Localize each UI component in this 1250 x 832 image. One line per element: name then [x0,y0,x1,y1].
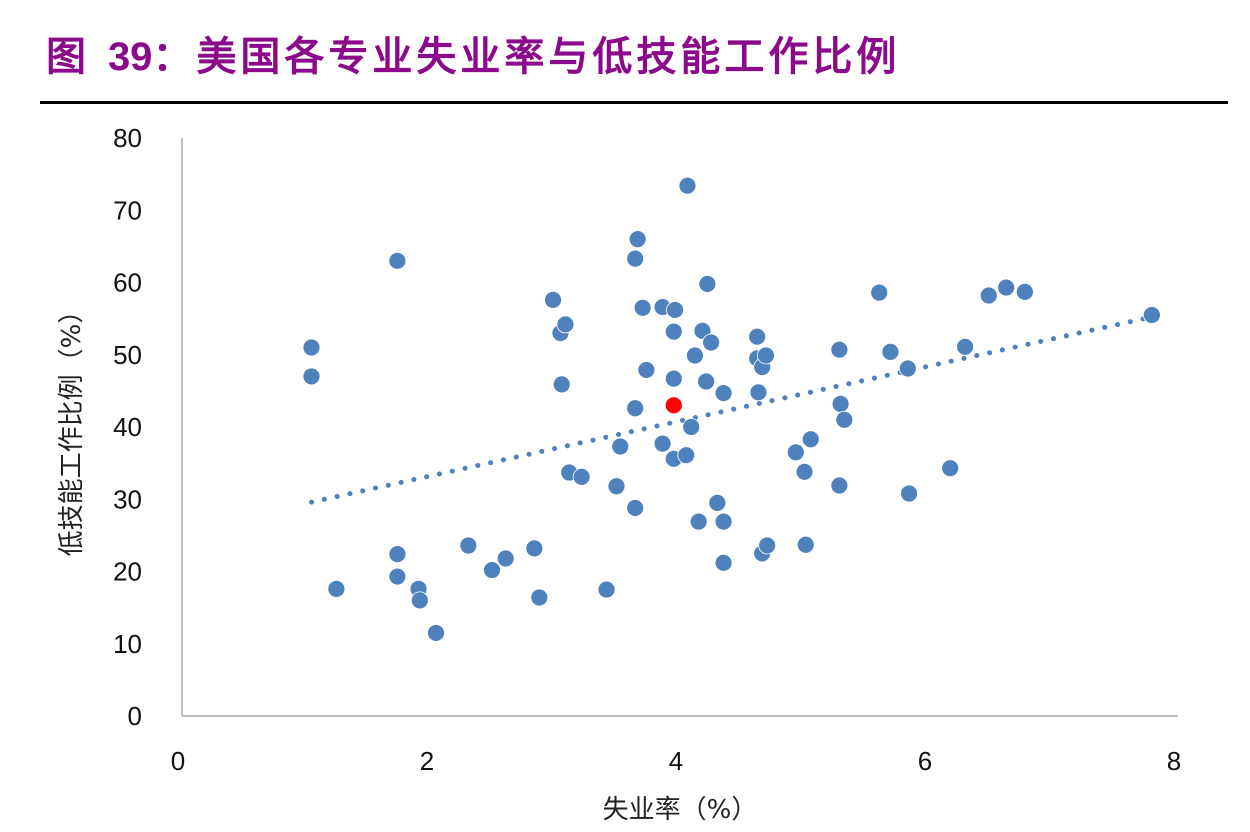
data-point [997,278,1016,297]
data-point [633,298,652,317]
highlighted-point [664,396,683,415]
data-point [941,459,960,478]
data-point [666,301,684,319]
axes: 0 10 20 30 40 50 60 70 80 0 2 4 6 8 [113,123,1181,776]
y-tick-label: 70 [113,195,142,225]
data-point [956,337,975,356]
data-point [870,283,889,302]
data-point [757,346,775,365]
y-tick-label: 40 [113,412,142,442]
data-point [525,539,544,558]
data-point [1015,282,1034,301]
data-point [664,322,683,341]
data-point [689,512,708,531]
data-point [544,290,562,309]
data-point [552,375,571,394]
data-point [708,493,727,512]
data-point [714,384,733,402]
data-point [682,418,701,436]
y-tick-label: 20 [113,557,142,587]
y-tick-label: 0 [128,701,142,731]
data-point [626,399,645,418]
y-tick-label: 10 [113,629,142,659]
data-point [677,446,696,465]
data-point [714,553,733,572]
figure-prefix: 图 [46,33,108,80]
data-point [607,477,626,496]
data-point [795,462,814,481]
data-point [830,340,849,359]
y-tick-label: 80 [113,123,142,153]
data-point [979,286,998,305]
data-point [697,372,716,391]
figure-title: 图 39：美国各专业失业率与低技能工作比例 [46,24,900,82]
y-tick-label: 30 [113,484,142,514]
data-point [686,346,704,365]
y-axis-title: 低技能工作比例（%） [57,298,87,557]
data-points [302,176,1161,642]
data-point [1142,306,1161,324]
data-point [830,476,849,495]
data-point [302,367,321,386]
data-point [611,437,630,456]
data-point [758,536,777,555]
data-point [637,361,656,379]
data-point [900,484,918,503]
data-point [572,467,591,486]
data-point [388,251,407,270]
data-point [483,561,501,579]
title-divider [40,101,1228,104]
data-point [427,624,445,642]
data-point [597,580,616,599]
data-point [786,443,805,462]
data-point [496,549,515,568]
data-point [749,383,768,402]
data-point [748,327,767,346]
data-point [881,342,900,361]
data-point [678,176,697,195]
y-tick-label: 60 [113,268,142,298]
data-point [626,249,645,268]
data-point [698,275,717,293]
data-point [327,579,346,598]
data-point [410,591,429,610]
x-axis-title: 失业率（%） [603,795,758,825]
data-point [556,315,575,334]
figure-separator: ： [152,33,197,80]
x-tick-label: 8 [1167,746,1181,776]
data-point [388,545,407,564]
data-point [664,369,683,388]
figure-title-text: 美国各专业失业率与低技能工作比例 [196,33,901,80]
data-point [702,333,721,352]
data-point [459,536,478,555]
data-point [898,359,917,378]
data-point [714,512,733,531]
trendline [308,316,1147,505]
data-point [796,535,815,554]
data-point [530,588,549,607]
x-tick-label: 6 [918,746,932,776]
x-tick-label: 0 [171,746,185,776]
figure-number: 39 [107,35,153,79]
data-point [653,434,672,453]
y-tick-label: 50 [113,340,142,370]
data-point [801,430,820,449]
data-point [835,410,854,429]
data-point [626,499,645,517]
x-tick-label: 2 [420,746,434,776]
data-point [302,338,321,357]
data-point [831,394,850,413]
trendline-line [308,316,1147,505]
x-tick-label: 4 [669,746,683,776]
data-point [388,567,407,586]
data-point [628,230,647,249]
